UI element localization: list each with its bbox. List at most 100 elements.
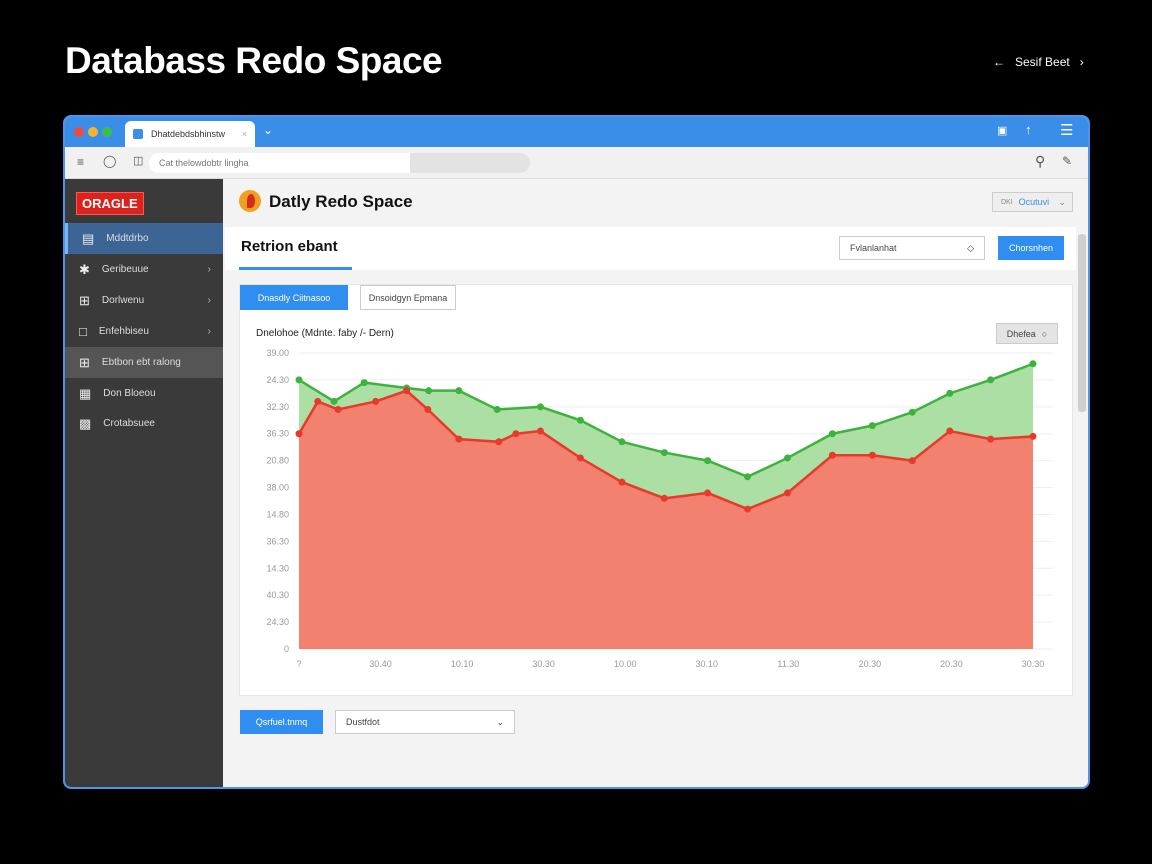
refresh-icon: ○ — [1041, 328, 1048, 339]
data-point — [314, 397, 322, 405]
data-point — [828, 430, 836, 438]
tab-close-icon[interactable]: × — [241, 129, 247, 139]
y-tick-label: 24.30 — [266, 617, 289, 627]
y-tick-label: 20.80 — [266, 456, 289, 466]
chart-tab-active[interactable]: Dnasdly Ciitnasoo — [240, 285, 348, 310]
info-icon[interactable]: ◫ — [133, 155, 144, 167]
data-point — [908, 408, 916, 416]
redo-logo-icon — [239, 190, 261, 212]
title-bar: Dhatdebdsbhinstw × ⌄ ▣ ↑ ☰ — [65, 117, 1088, 147]
sidebar-item[interactable]: □ Enfehbiseu › — [65, 316, 223, 347]
prev-arrow-icon[interactable]: ← — [993, 55, 1005, 69]
data-point — [987, 435, 995, 443]
scrollbar[interactable] — [1078, 234, 1086, 412]
data-point — [493, 406, 501, 414]
sidebar-item-label: Crotabsuee — [103, 418, 155, 429]
footer-select-value: Dustfdot — [346, 717, 380, 727]
slide-nav: ← Sesif Beet › — [993, 55, 1084, 69]
header-dropdown[interactable]: DKI Ocutuvi ⌄ — [992, 192, 1073, 212]
y-tick-label: 14.30 — [266, 563, 289, 573]
sidebar-item[interactable]: ⊞ Dorlwenu › — [65, 285, 223, 316]
browser-window: Dhatdebdsbhinstw × ⌄ ▣ ↑ ☰ ≡ ◯ ◫ Cat the… — [63, 115, 1090, 789]
data-point — [424, 406, 432, 414]
y-tick-label: 38.00 — [266, 483, 289, 493]
x-tick-label: 11.30 — [777, 659, 799, 669]
panel-action-button[interactable]: Chorsnhen — [998, 236, 1064, 260]
chevron-down-icon: ⌄ — [496, 716, 504, 727]
sidebar-item[interactable]: ⊞ Ebtbon ebt ralong — [65, 347, 223, 378]
refresh-button[interactable]: Dhefea ○ — [996, 323, 1058, 344]
data-point — [576, 454, 584, 462]
data-point — [330, 397, 338, 405]
data-point — [704, 489, 712, 497]
y-tick-label: 36.30 — [266, 429, 289, 439]
sidebar: ORAGLE ▤ Mddtdrbo ✱ Geribeuue › ⊞ Dorlwenu › □ En… — [65, 179, 223, 787]
data-point — [495, 438, 503, 446]
history-icon[interactable]: ◯ — [103, 154, 117, 168]
x-tick-label: 20.30 — [859, 659, 882, 669]
y-tick-label: 40.30 — [266, 590, 289, 600]
sidebar-item-label: Mddtdrbo — [106, 233, 149, 244]
address-bar-row: ≡ ◯ ◫ Cat thelowdobtr lingha ⚲ ✎ — [65, 147, 1088, 179]
window-icon[interactable]: ▣ — [997, 125, 1008, 137]
data-point — [425, 387, 433, 395]
sidebar-item[interactable]: ▩ Crotabsuee — [65, 408, 223, 439]
sidebar-toggle-icon[interactable]: ≡ — [77, 155, 85, 169]
data-point — [704, 457, 712, 465]
next-chevron-icon[interactable]: › — [1079, 55, 1084, 69]
y-tick-label: 14.80 — [266, 509, 289, 519]
target-icon: ◇ — [967, 242, 974, 253]
document-icon: □ — [79, 324, 87, 339]
grid-icon: ⊞ — [79, 292, 90, 308]
data-point — [576, 416, 584, 424]
data-point — [828, 451, 836, 459]
y-tick-label: 32.30 — [266, 402, 289, 412]
refresh-label: Dhefea — [1006, 328, 1036, 339]
x-tick-label: 20.30 — [940, 659, 963, 669]
chart-tab-inactive[interactable]: Dnsoidgyn Epmana — [360, 285, 456, 310]
data-point — [455, 387, 463, 395]
sidebar-item[interactable]: ▦ Don Bloeou — [65, 378, 223, 409]
panel-header: Retrion ebant Fvlanlanhat ◇ Chorsnhen — [225, 227, 1076, 270]
edit-icon[interactable]: ✎ — [1062, 154, 1073, 168]
person-icon: ✱ — [79, 261, 90, 277]
data-point — [295, 430, 303, 438]
chevron-right-icon: › — [207, 326, 211, 337]
close-dot[interactable] — [74, 127, 84, 137]
maximize-dot[interactable] — [102, 127, 112, 137]
nav-label[interactable]: Sesif Beet — [1015, 55, 1070, 69]
search-icon[interactable]: ⚲ — [1035, 153, 1046, 169]
chevron-right-icon: › — [207, 295, 211, 306]
browser-tab[interactable]: Dhatdebdsbhinstw × — [125, 121, 255, 147]
data-point — [372, 397, 380, 405]
tab-underline — [239, 267, 352, 270]
data-point — [744, 473, 752, 481]
y-tick-label: 39.00 — [266, 348, 289, 358]
menu-icon[interactable]: ☰ — [1060, 122, 1074, 139]
x-tick-label: 30.30 — [532, 659, 555, 669]
footer-select[interactable]: Dustfdot ⌄ — [335, 710, 515, 734]
data-point — [618, 478, 626, 486]
upload-icon[interactable]: ↑ — [1025, 122, 1032, 137]
data-point — [334, 406, 342, 414]
data-point — [868, 422, 876, 430]
minimize-dot[interactable] — [88, 127, 98, 137]
data-point — [455, 435, 463, 443]
data-point — [987, 376, 995, 384]
sidebar-item[interactable]: ▤ Mddtdrbo — [65, 223, 223, 254]
chart-icon: ▦ — [79, 385, 92, 401]
main-content: Datly Redo Space DKI Ocutuvi ⌄ Retrion e… — [223, 179, 1088, 787]
monitor-icon: ▩ — [79, 415, 92, 431]
data-point — [618, 438, 626, 446]
tab-dropdown-icon[interactable]: ⌄ — [263, 123, 274, 137]
filter-input[interactable]: Fvlanlanhat ◇ — [839, 236, 985, 260]
data-point — [946, 427, 954, 435]
data-point — [784, 489, 792, 497]
sidebar-item[interactable]: ✱ Geribeuue › — [65, 254, 223, 285]
series-line — [298, 362, 1034, 479]
tab-favicon-icon — [133, 129, 143, 139]
x-tick-label: 30.10 — [696, 659, 719, 669]
data-point — [1029, 432, 1037, 440]
footer-button[interactable]: Qsrfuel.tnmq — [240, 710, 323, 734]
oracle-logo: ORAGLE — [76, 192, 144, 215]
